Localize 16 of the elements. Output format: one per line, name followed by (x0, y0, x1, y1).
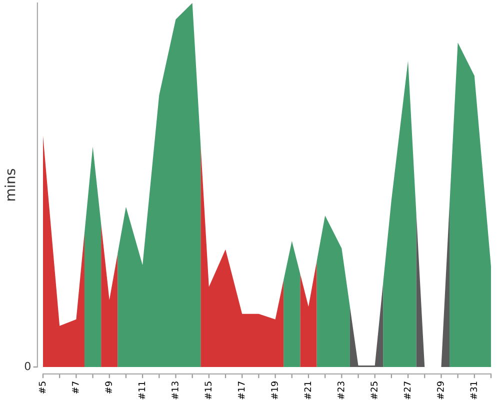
x-tick-label: #5 (38, 382, 46, 394)
x-tick-label: #31 (470, 382, 478, 400)
x-tick-label: #19 (271, 382, 278, 400)
x-tick-label: #25 (370, 382, 378, 400)
y-axis-title: mins (4, 168, 16, 200)
x-tick-label: #7 (72, 382, 79, 394)
x-tick-label: #11 (138, 382, 146, 400)
x-tick-label: #9 (105, 382, 112, 394)
x-tick-label: #23 (337, 382, 344, 400)
x-tick-label: #17 (238, 382, 245, 400)
x-tick-label: #29 (437, 382, 444, 400)
x-tick-label: #13 (172, 382, 178, 400)
text: 0 (24, 362, 30, 370)
x-tick-label: #15 (204, 382, 212, 400)
x-tick-label: #27 (404, 382, 411, 400)
x-tick-label: #21 (304, 382, 311, 400)
